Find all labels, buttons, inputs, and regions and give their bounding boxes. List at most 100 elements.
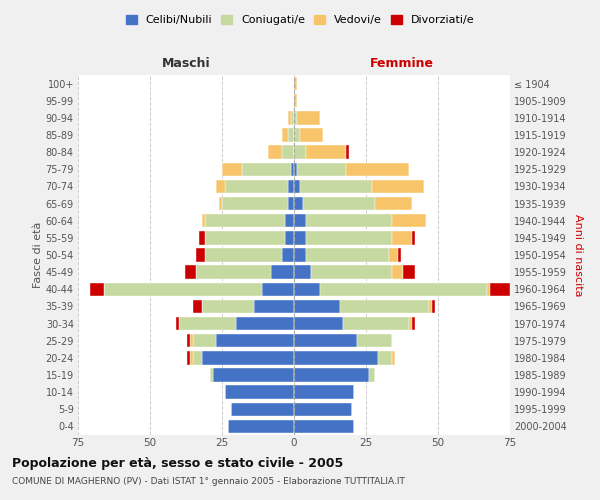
Bar (294, 282, 320, 296)
Bar (286, 231, 294, 244)
Bar (311, 266, 392, 279)
Bar (320, 282, 487, 296)
Bar (377, 351, 392, 364)
Bar (202, 351, 294, 364)
Bar (230, 402, 294, 416)
Bar (291, 162, 294, 176)
Text: Femmine: Femmine (370, 57, 434, 70)
Bar (179, 317, 236, 330)
Bar (288, 180, 294, 193)
Bar (193, 300, 202, 313)
Bar (300, 128, 323, 141)
Bar (190, 334, 193, 347)
Text: Maschi: Maschi (161, 57, 211, 70)
Bar (392, 266, 403, 279)
Bar (222, 162, 242, 176)
Bar (288, 197, 294, 210)
Bar (283, 248, 294, 262)
Bar (205, 248, 283, 262)
Bar (294, 128, 300, 141)
Bar (190, 351, 193, 364)
Bar (294, 162, 297, 176)
Bar (409, 317, 412, 330)
Bar (236, 317, 294, 330)
Bar (294, 146, 305, 159)
Bar (219, 197, 222, 210)
Bar (358, 334, 392, 347)
Bar (225, 386, 294, 399)
Bar (187, 334, 190, 347)
Bar (176, 317, 179, 330)
Bar (228, 420, 294, 433)
Bar (300, 180, 372, 193)
Bar (288, 111, 291, 124)
Bar (412, 231, 415, 244)
Text: COMUNE DI MAGHERNO (PV) - Dati ISTAT 1° gennaio 2005 - Elaborazione TUTTITALIA.I: COMUNE DI MAGHERNO (PV) - Dati ISTAT 1° … (12, 478, 405, 486)
Bar (283, 128, 288, 141)
Text: Popolazione per età, sesso e stato civile - 2005: Popolazione per età, sesso e stato civil… (12, 458, 343, 470)
Bar (294, 180, 300, 193)
Bar (305, 248, 389, 262)
Bar (346, 162, 409, 176)
Bar (398, 248, 401, 262)
Bar (187, 351, 190, 364)
Bar (185, 266, 196, 279)
Bar (254, 300, 294, 313)
Bar (294, 402, 352, 416)
Y-axis label: Fasce di età: Fasce di età (32, 222, 43, 288)
Bar (196, 266, 271, 279)
Bar (262, 282, 294, 296)
Bar (294, 300, 340, 313)
Bar (89, 282, 104, 296)
Bar (305, 146, 346, 159)
Bar (268, 146, 283, 159)
Bar (294, 231, 305, 244)
Bar (211, 368, 214, 382)
Bar (392, 214, 427, 228)
Bar (193, 351, 202, 364)
Bar (294, 111, 297, 124)
Bar (294, 266, 311, 279)
Bar (222, 197, 288, 210)
Bar (412, 317, 415, 330)
Bar (372, 180, 424, 193)
Bar (343, 317, 409, 330)
Bar (294, 351, 377, 364)
Bar (104, 282, 262, 296)
Bar (297, 111, 320, 124)
Bar (374, 197, 412, 210)
Bar (294, 420, 355, 433)
Bar (432, 300, 435, 313)
Bar (340, 300, 430, 313)
Bar (205, 231, 286, 244)
Bar (294, 386, 355, 399)
Bar (294, 77, 297, 90)
Bar (199, 231, 205, 244)
Bar (271, 266, 294, 279)
Bar (392, 231, 412, 244)
Bar (205, 214, 286, 228)
Bar (294, 214, 305, 228)
Bar (288, 128, 294, 141)
Bar (297, 162, 346, 176)
Bar (242, 162, 291, 176)
Bar (346, 146, 349, 159)
Bar (214, 368, 294, 382)
Bar (490, 282, 510, 296)
Bar (392, 351, 395, 364)
Y-axis label: Anni di nascita: Anni di nascita (572, 214, 583, 296)
Bar (430, 300, 432, 313)
Bar (294, 94, 297, 108)
Bar (216, 334, 294, 347)
Bar (283, 146, 294, 159)
Bar (294, 197, 302, 210)
Bar (487, 282, 490, 296)
Bar (202, 300, 254, 313)
Bar (294, 334, 358, 347)
Bar (291, 111, 294, 124)
Bar (286, 214, 294, 228)
Bar (302, 197, 374, 210)
Bar (403, 266, 415, 279)
Bar (294, 317, 343, 330)
Bar (389, 248, 398, 262)
